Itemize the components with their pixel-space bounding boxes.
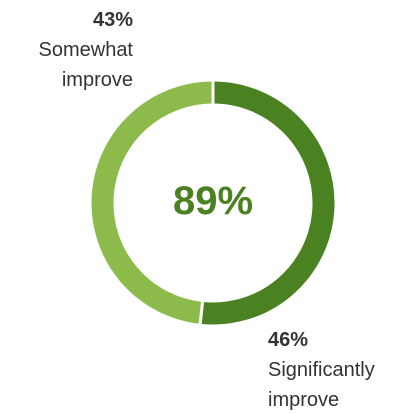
slice-label-significantly-improve-line2: improve [268,389,339,411]
donut-slice-significantly-improve [198,78,338,328]
donut-slice-somewhat-improve [88,78,215,327]
slice-label-somewhat-improve-line1: Somewhat [39,39,134,61]
donut-slices [88,78,338,328]
slice-label-significantly-improve-value: 46% [268,329,308,351]
slice-label-somewhat-improve-value: 43% [93,9,133,31]
slice-label-significantly-improve-line1: Significantly [268,359,375,381]
slice-label-somewhat-improve-line2: improve [62,69,133,91]
center-total-label: 89% [173,179,253,223]
